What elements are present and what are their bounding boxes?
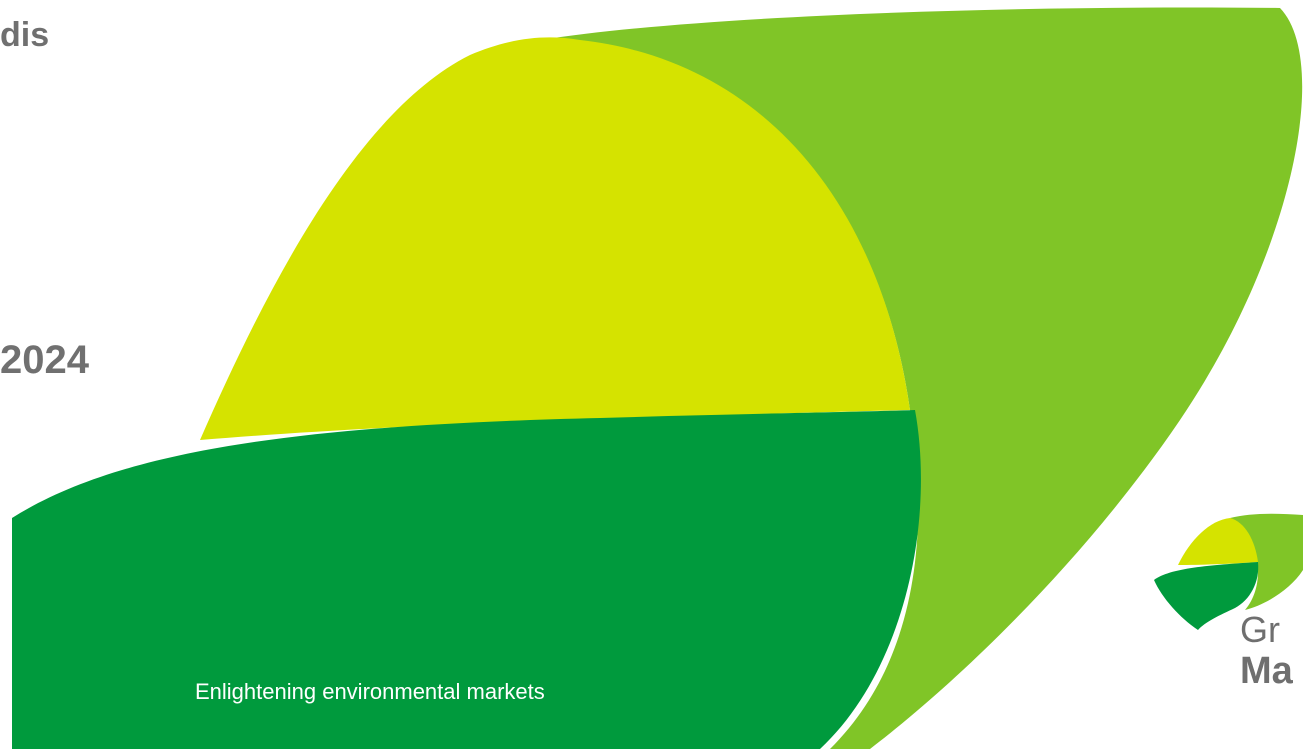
slide-date-fragment: 2024 bbox=[0, 338, 89, 382]
leaf-dark-green-shape bbox=[12, 410, 921, 749]
logo-leaf-front-shape bbox=[1154, 562, 1259, 630]
slide-title-fragment: dis bbox=[0, 16, 50, 54]
logo-leaf-middle-shape bbox=[1178, 518, 1258, 565]
leaf-light-green-shape bbox=[540, 7, 1303, 749]
company-logo: Gr Ma bbox=[1150, 510, 1303, 710]
logo-leaf-icon bbox=[1154, 513, 1303, 630]
leaf-yellow-green-shape bbox=[200, 37, 910, 440]
tagline: Enlightening environmental markets bbox=[195, 679, 545, 704]
logo-wordmark-line2: Ma bbox=[1240, 650, 1293, 692]
logo-wordmark-line1: Gr bbox=[1240, 609, 1280, 650]
logo-leaf-back-shape bbox=[1230, 513, 1303, 610]
